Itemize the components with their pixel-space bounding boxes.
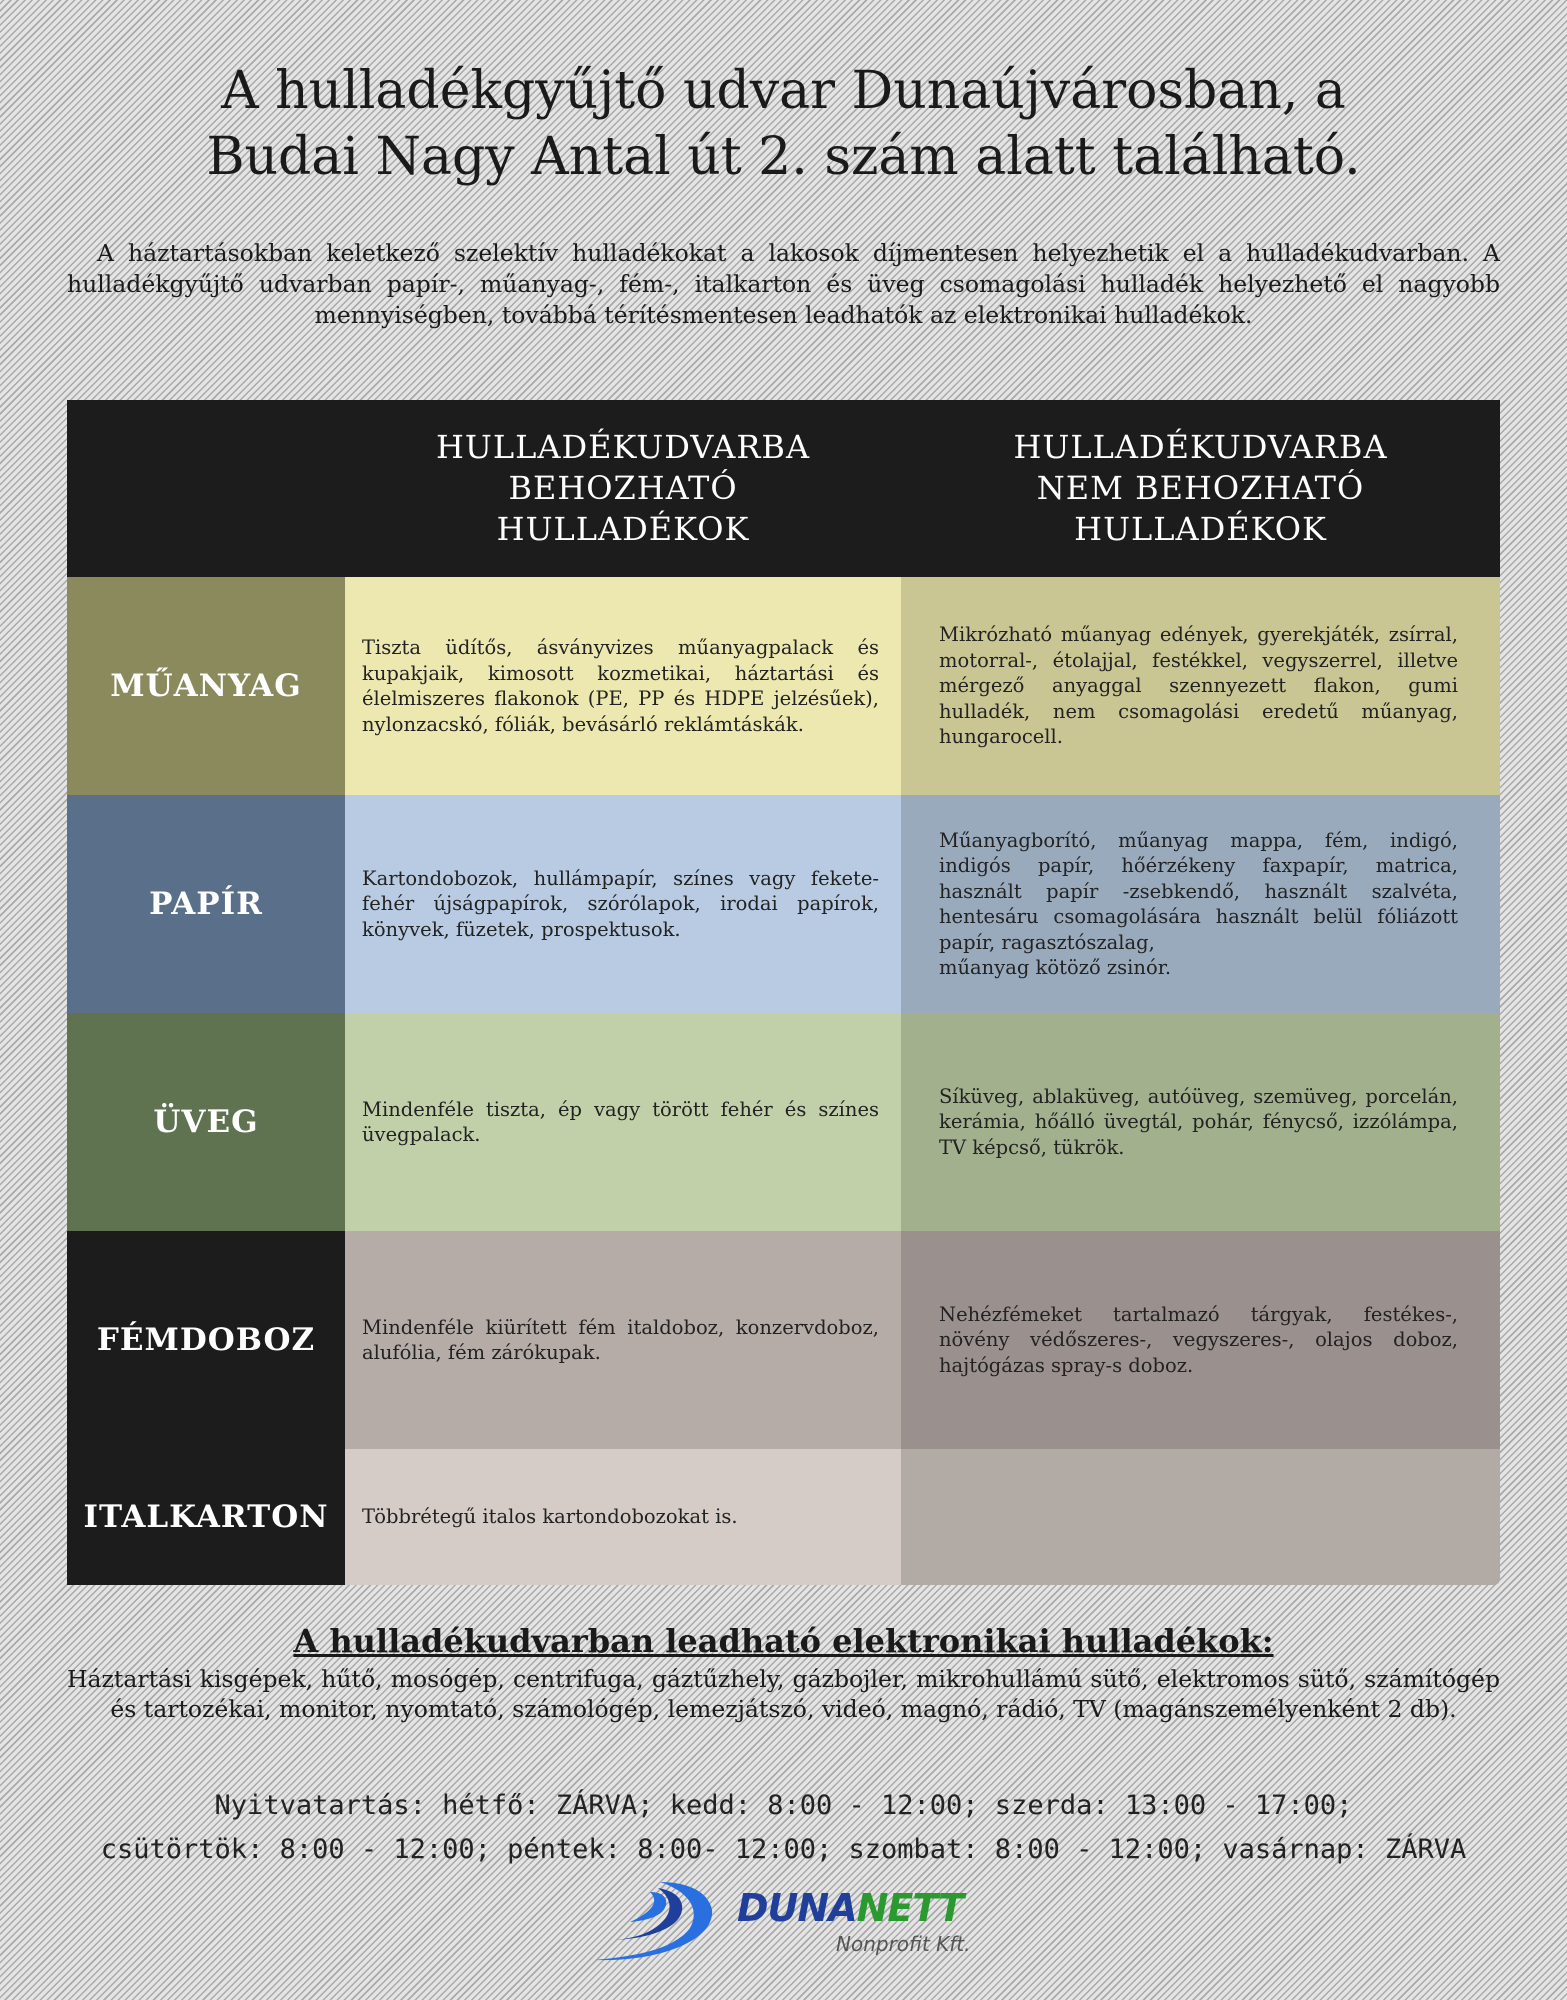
allowed-cell: Kartondobozok, hullámpapír, színes vagy … (345, 795, 901, 1013)
not-allowed-cell: Nehézfémeket tartalmazó tárgyak, festéke… (901, 1231, 1500, 1449)
electronics-body: Háztartási kisgépek, hűtő, mosógép, cent… (67, 1665, 1500, 1723)
header-not-allowed: HULLADÉKUDVARBA NEM BEHOZHATÓ HULLADÉKOK (901, 400, 1500, 577)
swoosh-icon (595, 1882, 713, 1961)
header-empty (67, 400, 345, 577)
category-cell: ITALKARTON (67, 1449, 345, 1585)
hours-line-1: Nyitvatartás: hétfő: ZÁRVA; kedd: 8:00 -… (214, 1790, 1353, 1821)
category-cell: FÉMDOBOZ (67, 1231, 345, 1449)
not-allowed-cell: Síküveg, ablaküveg, autóüveg, szemüveg, … (901, 1013, 1500, 1231)
not-allowed-cell: Mikrózható műanyag edények, gyerekjáték,… (901, 577, 1500, 795)
not-allowed-cell: Műanyagborító, műanyag mappa, fém, indig… (901, 795, 1500, 1013)
allowed-cell-text: Kartondobozok, hullámpapír, színes vagy … (362, 866, 879, 941)
logo-name: DUNANETT (737, 1886, 964, 1930)
not-allowed-cell-text: Nehézfémeket tartalmazó tárgyak, festéke… (939, 1302, 1458, 1377)
not-allowed-cell-text: Mikrózható műanyag edények, gyerekjáték,… (939, 623, 1458, 749)
allowed-cell: Mindenféle kiürített fém italdoboz, konz… (345, 1231, 901, 1449)
allowed-cell-text: Tiszta üdítős, ásványvizes műanyagpalack… (362, 636, 879, 736)
allowed-cell-text: Többrétegű italos kartondobozokat is. (362, 1505, 738, 1529)
not-allowed-cell-text: Síküveg, ablaküveg, autóüveg, szemüveg, … (939, 1084, 1458, 1159)
hours-line-2: csütörtök: 8:00 - 12:00; péntek: 8:00- 1… (100, 1834, 1467, 1865)
category-cell: MŰANYAG (67, 577, 345, 795)
opening-hours: Nyitvatartás: hétfő: ZÁRVA; kedd: 8:00 -… (67, 1784, 1500, 1872)
allowed-cell: Mindenféle tiszta, ép vagy törött fehér … (345, 1013, 901, 1231)
page-title: A hulladékgyűjtő udvar Dunaújvárosban, a… (60, 58, 1507, 190)
category-cell: ÜVEG (67, 1013, 345, 1231)
allowed-cell: Tiszta üdítős, ásványvizes műanyagpalack… (345, 577, 901, 795)
category-cell: PAPÍR (67, 795, 345, 1013)
title-line-2: Budai Nagy Antal út 2. szám alatt találh… (206, 127, 1361, 187)
allowed-cell-text: Mindenféle tiszta, ép vagy törött fehér … (362, 1097, 879, 1147)
intro-paragraph: A háztartásokban keletkező szelektív hul… (67, 239, 1500, 329)
electronics-heading: A hulladékudvarban leadható elektronikai… (293, 1622, 1274, 1660)
header-allowed: HULLADÉKUDVARBA BEHOZHATÓ HULLADÉKOK (345, 400, 901, 577)
allowed-cell: Többrétegű italos kartondobozokat is. (345, 1449, 901, 1585)
dunanett-logo: DUNANETT Nonprofit Kft. (590, 1880, 990, 1965)
allowed-cell-text: Mindenféle kiürített fém italdoboz, konz… (362, 1315, 879, 1365)
waste-table: HULLADÉKUDVARBA BEHOZHATÓ HULLADÉKOK HUL… (67, 400, 1500, 1585)
title-line-1: A hulladékgyűjtő udvar Dunaújvárosban, a (221, 61, 1346, 121)
not-allowed-cell (901, 1449, 1500, 1585)
not-allowed-cell-text: Műanyagborító, műanyag mappa, fém, indig… (939, 828, 1458, 980)
logo-subtitle: Nonprofit Kft. (836, 1932, 971, 1956)
